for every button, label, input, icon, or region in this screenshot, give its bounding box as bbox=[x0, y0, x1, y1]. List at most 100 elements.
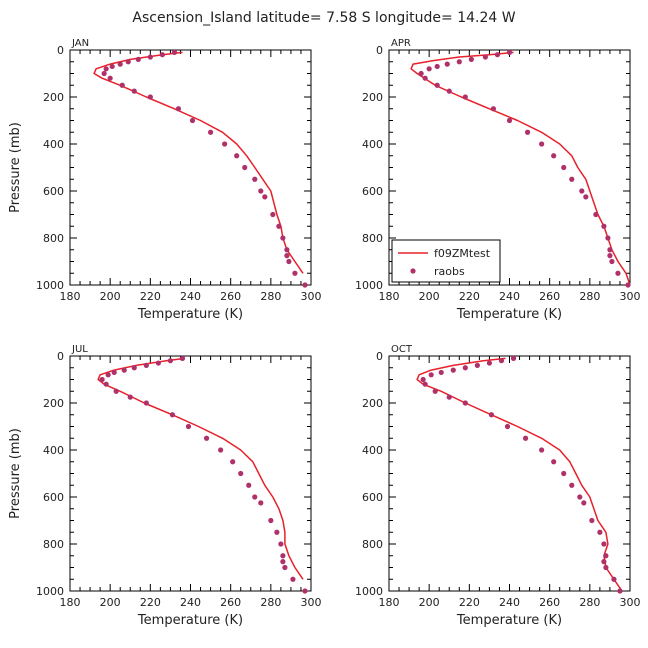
obs-point bbox=[125, 59, 131, 65]
plot-frame bbox=[388, 355, 631, 592]
obs-point bbox=[121, 367, 127, 373]
panel-title: APR bbox=[391, 38, 411, 49]
obs-point bbox=[609, 258, 615, 265]
obs-point bbox=[143, 362, 149, 368]
x-tick-label: 240 bbox=[499, 290, 520, 303]
panels: 180 200 220 240 260 280 300 0 200 400 600 800 1000 Te… bbox=[8, 38, 641, 628]
obs-point bbox=[422, 381, 428, 387]
x-tick-label: 300 bbox=[620, 290, 641, 303]
obs-point bbox=[418, 70, 424, 77]
obs-point bbox=[615, 270, 621, 276]
x-tick-label: 240 bbox=[499, 596, 520, 609]
obs-point bbox=[569, 482, 575, 488]
obs-point bbox=[601, 559, 607, 565]
x-tick-label: 260 bbox=[539, 596, 560, 609]
x-axis-label: Temperature (K) bbox=[137, 307, 243, 322]
x-tick-label: 300 bbox=[301, 290, 322, 303]
y-tick-label: 800 bbox=[362, 232, 383, 245]
obs-point bbox=[462, 94, 468, 100]
x-tick-label: 200 bbox=[100, 596, 121, 609]
obs-point bbox=[103, 66, 109, 72]
obs-point bbox=[486, 360, 493, 366]
x-tick-label: 280 bbox=[579, 290, 600, 303]
x-tick-label: 240 bbox=[180, 290, 201, 303]
legend-model-label: f09ZMtest bbox=[434, 247, 491, 260]
obs-point bbox=[101, 70, 107, 77]
obs-point bbox=[462, 365, 468, 371]
x-tick-label: 180 bbox=[379, 290, 400, 303]
obs-point bbox=[432, 388, 438, 394]
y-tick-label: 600 bbox=[362, 185, 383, 198]
obs-point bbox=[143, 400, 149, 406]
y-tick-label: 200 bbox=[43, 397, 64, 410]
x-tick-label: 200 bbox=[419, 290, 440, 303]
y-tick-label: 1000 bbox=[355, 279, 383, 292]
x-axis-label: Temperature (K) bbox=[456, 613, 562, 628]
obs-point bbox=[218, 447, 224, 453]
x-tick-label: 280 bbox=[260, 290, 281, 303]
obs-point bbox=[242, 164, 248, 171]
x-axis-label: Temperature (K) bbox=[137, 613, 243, 628]
y-axis-label: Pressure (mb) bbox=[8, 122, 23, 213]
obs-point bbox=[117, 61, 123, 67]
x-tick-label: 200 bbox=[100, 290, 121, 303]
obs-point bbox=[577, 494, 583, 500]
obs-point bbox=[561, 164, 567, 171]
model-line-apr bbox=[410, 51, 631, 286]
obs-point bbox=[203, 435, 210, 441]
obs-point bbox=[280, 559, 286, 565]
legend-obs-swatch bbox=[410, 268, 416, 274]
obs-point bbox=[524, 129, 531, 135]
obs-point bbox=[230, 459, 236, 465]
obs-point bbox=[420, 376, 426, 383]
obs-point bbox=[593, 211, 599, 218]
obs-point bbox=[488, 412, 495, 418]
obs-point bbox=[551, 153, 557, 159]
obs-point bbox=[468, 56, 474, 63]
obs-point bbox=[268, 517, 274, 524]
y-tick-label: 200 bbox=[362, 91, 383, 104]
obs-point bbox=[302, 588, 308, 594]
obs-point bbox=[189, 117, 196, 124]
obs-point bbox=[252, 494, 258, 500]
obs-point bbox=[113, 388, 119, 394]
x-tick-label: 220 bbox=[140, 290, 161, 303]
obs-point bbox=[284, 247, 290, 253]
obs-point bbox=[482, 54, 488, 60]
obs-point bbox=[603, 564, 609, 571]
x-tick-label: 220 bbox=[459, 596, 480, 609]
obs-point bbox=[252, 176, 258, 182]
obs-point bbox=[462, 400, 468, 406]
y-tick-label: 0 bbox=[57, 44, 64, 57]
y-tick-label: 200 bbox=[362, 397, 383, 410]
obs-point bbox=[494, 52, 501, 58]
figure-title: Ascension_Island latitude= 7.58 S longit… bbox=[132, 10, 515, 26]
obs-point bbox=[278, 541, 284, 547]
x-tick-label: 260 bbox=[220, 290, 241, 303]
obs-point bbox=[280, 553, 286, 559]
obs-point bbox=[510, 355, 517, 361]
obs-point bbox=[290, 576, 296, 582]
y-tick-label: 800 bbox=[43, 232, 64, 245]
obs-point bbox=[109, 63, 115, 70]
obs-point bbox=[589, 517, 595, 524]
obs-point bbox=[167, 358, 174, 364]
obs-point bbox=[105, 372, 111, 378]
obs-point bbox=[246, 482, 252, 488]
obs-point bbox=[207, 129, 214, 135]
obs-point bbox=[603, 553, 609, 559]
x-tick-label: 180 bbox=[60, 290, 81, 303]
obs-point bbox=[438, 369, 444, 376]
obs-point bbox=[601, 541, 607, 547]
obs-point bbox=[171, 49, 178, 55]
panel-oct: 180 200 220 240 260 280 300 0 200 400 600 800 1000 Te… bbox=[355, 344, 641, 628]
y-tick-label: 600 bbox=[362, 491, 383, 504]
obs-point bbox=[498, 358, 505, 364]
y-tick-label: 800 bbox=[362, 538, 383, 551]
obs-point bbox=[119, 82, 125, 88]
x-tick-label: 260 bbox=[220, 596, 241, 609]
obs-point bbox=[302, 282, 308, 288]
obs-point bbox=[579, 188, 585, 194]
y-tick-label: 800 bbox=[43, 538, 64, 551]
